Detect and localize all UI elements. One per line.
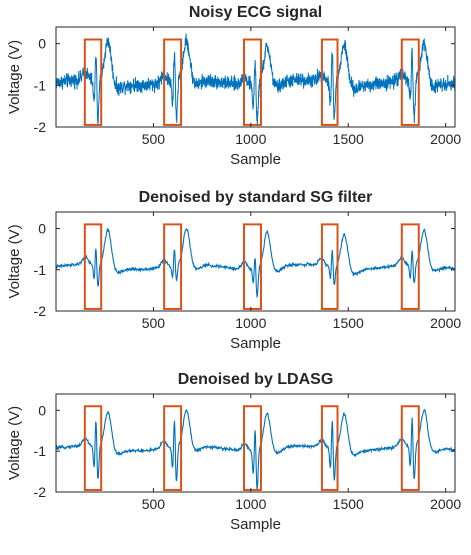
x-tick-label: 1000	[235, 496, 266, 512]
x-tick-label: 1500	[333, 131, 364, 147]
highlight-box	[243, 405, 262, 491]
highlight-box	[83, 223, 103, 310]
highlight-box	[83, 38, 103, 126]
chart-title: Denoised by standard SG filter	[139, 189, 373, 206]
highlight-box	[243, 38, 262, 126]
highlight-box	[243, 223, 262, 310]
y-tick-label: 0	[38, 221, 46, 237]
x-axis-label: Sample	[230, 516, 281, 533]
x-tick-label: 500	[142, 315, 166, 331]
y-tick-label: -1	[34, 77, 47, 93]
signal-line	[55, 408, 456, 490]
axes-frame	[55, 211, 456, 312]
highlight-box	[400, 223, 420, 310]
x-tick-label: 2000	[430, 496, 461, 512]
x-tick-label: 1000	[235, 315, 266, 331]
y-tick-label: -1	[34, 443, 47, 459]
x-tick-label: 1000	[235, 131, 266, 147]
highlight-box	[163, 38, 183, 126]
panel-noisy-ecg: Noisy ECG signal 500 1000 1500 2000 0 -1 -2 Samp…	[6, 4, 461, 168]
chart-title: Denoised by LDASG	[178, 371, 334, 388]
y-tick-label: -2	[34, 484, 47, 500]
panel-sg-filter: Denoised by standard SG filter 500 1000 150…	[6, 189, 461, 352]
highlight-box	[320, 405, 339, 491]
y-axis-label: Voltage (V)	[6, 40, 23, 114]
highlight-box	[400, 38, 420, 126]
x-tick-label: 500	[142, 496, 166, 512]
signal-line	[55, 227, 456, 298]
highlight-box	[163, 223, 183, 310]
highlight-box	[320, 223, 339, 310]
axes-frame	[55, 393, 456, 493]
x-tick-label: 1500	[333, 315, 364, 331]
x-tick-label: 500	[142, 131, 166, 147]
x-tick-label: 2000	[430, 315, 461, 331]
signal-line	[55, 33, 456, 127]
x-axis-label: Sample	[230, 151, 281, 168]
highlight-box	[83, 405, 103, 491]
y-tick-label: -2	[34, 119, 47, 135]
y-axis-label: Voltage (V)	[6, 224, 23, 298]
highlight-box	[320, 38, 339, 126]
y-tick-label: -2	[34, 303, 47, 319]
y-axis-label: Voltage (V)	[6, 406, 23, 480]
highlight-box	[163, 405, 183, 491]
x-tick-label: 1500	[333, 496, 364, 512]
axes-frame	[55, 26, 456, 128]
y-tick-label: 0	[38, 36, 46, 52]
y-tick-label: -1	[34, 262, 47, 278]
chart-title: Noisy ECG signal	[189, 4, 322, 21]
x-tick-label: 2000	[430, 131, 461, 147]
panel-ldasg: Denoised by LDASG 500 1000 1500 2000 0 -1 -2 Sam…	[6, 371, 461, 533]
y-tick-label: 0	[38, 402, 46, 418]
highlight-box	[400, 405, 420, 491]
x-axis-label: Sample	[230, 335, 281, 352]
